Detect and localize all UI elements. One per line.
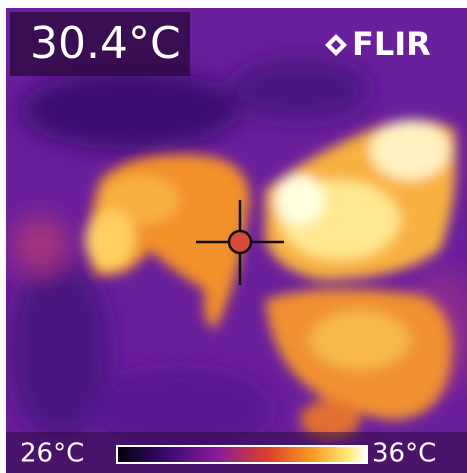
brand: FLIR: [352, 25, 431, 63]
temperature-readout: 30.4°C: [30, 18, 181, 69]
scale-max: 36°C: [372, 439, 436, 469]
flir-logo: FLIR: [325, 25, 431, 63]
crosshair: [196, 200, 284, 285]
readout-box: [10, 12, 190, 76]
scale-min: 26°C: [20, 439, 84, 469]
color-scale: [116, 445, 368, 464]
thermal-image: [6, 8, 467, 473]
